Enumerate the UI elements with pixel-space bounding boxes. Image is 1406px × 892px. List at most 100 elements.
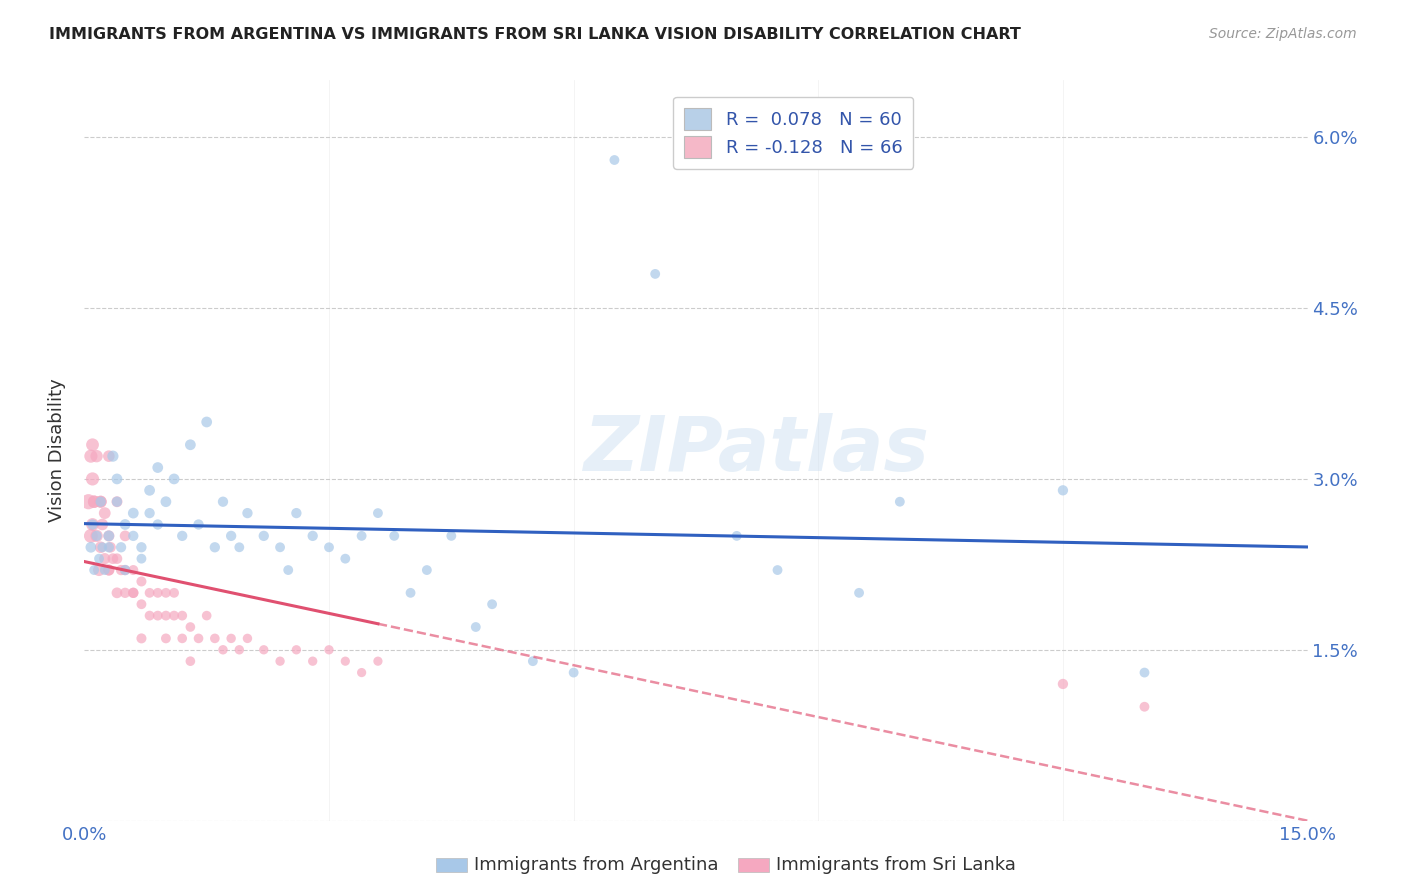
Point <box>101 551 124 566</box>
Text: Source: ZipAtlas.com: Source: ZipAtlas.com <box>1209 27 1357 41</box>
Point <box>131 551 153 566</box>
Point <box>82 517 104 532</box>
Point <box>318 541 340 555</box>
Point <box>212 642 235 657</box>
Point <box>105 586 128 600</box>
Point <box>114 517 136 532</box>
Point <box>90 494 112 508</box>
Point <box>82 517 104 532</box>
Point <box>114 563 136 577</box>
Point <box>562 665 585 680</box>
Point <box>236 506 259 520</box>
Point <box>1052 483 1074 498</box>
Point <box>82 472 104 486</box>
Point <box>187 517 209 532</box>
Point <box>253 642 276 657</box>
Point <box>80 529 103 543</box>
Point <box>86 529 108 543</box>
Point <box>603 153 626 167</box>
Point <box>253 529 276 543</box>
Point <box>101 449 124 463</box>
Point <box>464 620 486 634</box>
Point <box>318 642 340 657</box>
Point <box>163 608 186 623</box>
Point <box>367 506 389 520</box>
Point <box>83 494 105 508</box>
Point <box>80 449 103 463</box>
Point <box>138 586 160 600</box>
Point <box>146 517 169 532</box>
Point <box>204 541 226 555</box>
Point <box>86 449 108 463</box>
Point <box>172 632 194 646</box>
Point <box>179 654 201 668</box>
Point <box>350 529 373 543</box>
Point <box>644 267 666 281</box>
Point <box>228 541 250 555</box>
Point <box>481 597 503 611</box>
Point <box>87 551 110 566</box>
Point <box>110 563 132 577</box>
Point <box>766 563 789 577</box>
Point <box>236 632 259 646</box>
Point <box>269 541 291 555</box>
Point <box>277 563 299 577</box>
Point <box>97 563 120 577</box>
Point <box>522 654 544 668</box>
Text: ZIPatlas: ZIPatlas <box>583 414 931 487</box>
Point <box>138 506 160 520</box>
Point <box>285 506 308 520</box>
Point <box>114 563 136 577</box>
Point <box>138 483 160 498</box>
Point <box>146 460 169 475</box>
Point <box>163 472 186 486</box>
Point <box>172 608 194 623</box>
Point <box>725 529 748 543</box>
Point <box>187 632 209 646</box>
Point <box>100 541 122 555</box>
Point <box>155 494 177 508</box>
Text: IMMIGRANTS FROM ARGENTINA VS IMMIGRANTS FROM SRI LANKA VISION DISABILITY CORRELA: IMMIGRANTS FROM ARGENTINA VS IMMIGRANTS … <box>49 27 1021 42</box>
Point <box>122 563 145 577</box>
Point <box>848 586 870 600</box>
Point <box>440 529 463 543</box>
Point <box>212 494 235 508</box>
Point <box>131 541 153 555</box>
Point <box>97 529 120 543</box>
Point <box>1133 665 1156 680</box>
Point <box>80 541 103 555</box>
Point <box>219 632 242 646</box>
Point <box>204 632 226 646</box>
Point <box>350 665 373 680</box>
Point <box>97 449 120 463</box>
Point <box>90 494 112 508</box>
Point <box>146 586 169 600</box>
Point <box>146 608 169 623</box>
Point <box>91 541 114 555</box>
Point <box>195 415 218 429</box>
Point <box>83 563 105 577</box>
Point <box>90 541 112 555</box>
Point <box>155 632 177 646</box>
Point <box>77 494 100 508</box>
Point <box>195 608 218 623</box>
Point <box>122 586 145 600</box>
Point <box>97 541 120 555</box>
Point <box>416 563 439 577</box>
Point <box>172 529 194 543</box>
Point <box>301 529 323 543</box>
Point <box>335 654 357 668</box>
Point <box>179 620 201 634</box>
Point <box>285 642 308 657</box>
Point <box>86 529 108 543</box>
Point <box>219 529 242 543</box>
Point <box>163 586 186 600</box>
Point <box>93 506 115 520</box>
Point <box>179 438 201 452</box>
Point <box>105 472 128 486</box>
Point <box>82 438 104 452</box>
Point <box>155 608 177 623</box>
Text: Immigrants from Argentina: Immigrants from Argentina <box>474 856 718 874</box>
Point <box>335 551 357 566</box>
Y-axis label: Vision Disability: Vision Disability <box>48 378 66 523</box>
